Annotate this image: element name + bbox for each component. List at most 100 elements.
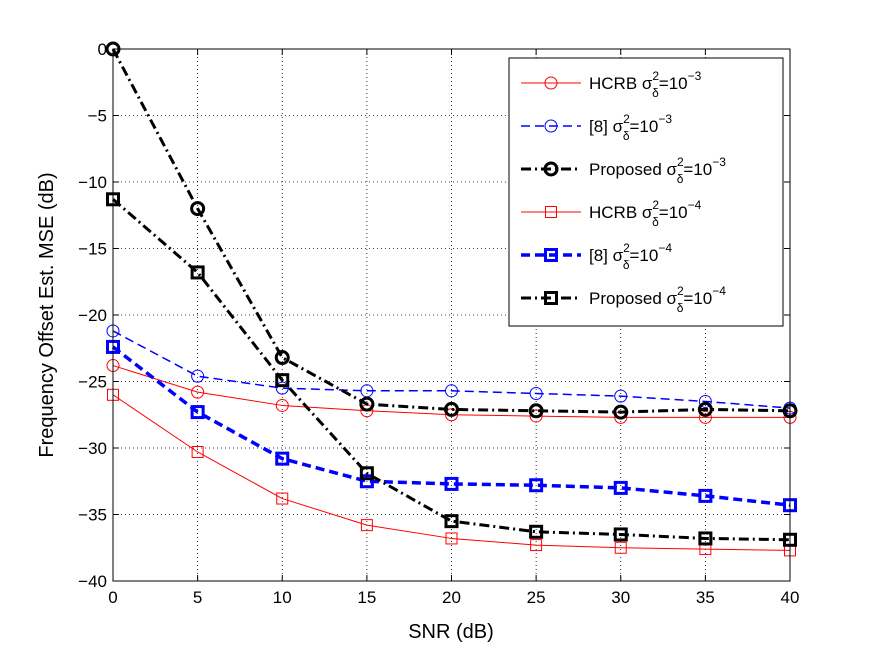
legend-entry: Proposed σ2 δ=10−4: [521, 284, 726, 315]
legend-label: [8] σ2 δ=10−3: [589, 112, 672, 143]
data-point: [359, 396, 375, 412]
data-point: [613, 404, 629, 420]
data-point: [614, 541, 627, 554]
data-point: [614, 389, 628, 403]
data-point: [698, 531, 713, 546]
data-point: [529, 386, 543, 400]
data-point: [191, 445, 204, 458]
y-axis-label: Frequency Offset Est. MSE (dB): [36, 172, 58, 457]
legend-label-part: HCRB σ: [589, 74, 653, 93]
ticks: 0 5 10 15 20 25 30 35 40 0 −5 −10 −15 −20 −25 −30 −35 −40: [78, 40, 799, 607]
series-3: [107, 388, 796, 557]
data-point: [445, 408, 458, 422]
data-point: [274, 350, 290, 366]
data-point: [191, 369, 205, 383]
legend-label-part: Proposed σ: [589, 289, 677, 308]
y-tick-label: −35: [78, 506, 107, 525]
legend-label-part: 2: [623, 112, 630, 126]
legend-label-part: =10: [683, 289, 712, 308]
legend-label-part: =10: [659, 203, 688, 222]
x-tick-label: 5: [193, 588, 202, 607]
data-point: [529, 478, 544, 493]
data-point: [545, 206, 557, 218]
legend-label-part: −4: [688, 198, 702, 212]
legend-label-part: δ: [652, 215, 659, 229]
legend-label-part: −3: [658, 112, 672, 126]
legend-label-part: 2: [652, 69, 659, 83]
data-point: [191, 385, 205, 399]
y-tick-label: 0: [98, 40, 107, 59]
legend-label-part: −3: [688, 69, 702, 83]
legend-label: Proposed σ2 δ=10−3: [589, 155, 726, 186]
legend-label-part: δ: [623, 258, 630, 272]
data-point: [445, 532, 458, 545]
data-point: [698, 410, 712, 424]
data-point: [528, 403, 544, 419]
series-line: [112, 394, 791, 551]
x-tick-label: 35: [696, 588, 715, 607]
data-point: [190, 265, 205, 280]
legend-label-part: δ: [677, 301, 684, 315]
legend-label-part: 2: [652, 198, 659, 212]
legend-label-part: HCRB σ: [589, 203, 653, 222]
data-point: [529, 409, 543, 423]
data-point: [530, 539, 543, 552]
data-point: [275, 373, 290, 388]
legend-label: HCRB σ2 δ=10−3: [589, 69, 702, 100]
legend-entry: [8] σ2 δ=10−4: [521, 241, 672, 272]
data-point: [360, 519, 373, 532]
y-tick-label: −15: [78, 240, 107, 259]
series-line: [112, 330, 791, 409]
data-point: [275, 381, 289, 395]
x-tick-label: 40: [781, 588, 800, 607]
data-point: [445, 384, 458, 398]
data-point: [543, 161, 559, 177]
data-point: [359, 466, 374, 481]
legend-label-part: −3: [712, 155, 726, 169]
x-axis-label: SNR (dB): [408, 621, 494, 643]
data-point: [444, 476, 459, 491]
y-tick-label: −25: [78, 373, 107, 392]
legend-label-part: 2: [677, 155, 684, 169]
data-point: [359, 474, 374, 489]
data-point: [544, 248, 558, 262]
legend-label-part: 2: [677, 284, 684, 298]
y-tick-label: −10: [78, 173, 107, 192]
legend-label-part: =10: [630, 246, 659, 265]
x-tick-label: 20: [442, 588, 461, 607]
legend-label: Proposed σ2 δ=10−4: [589, 284, 726, 315]
data-point: [544, 119, 558, 133]
data-point: [698, 488, 713, 503]
data-point: [444, 401, 459, 417]
data-point: [544, 76, 558, 90]
y-tick-label: −5: [88, 107, 107, 126]
data-point: [544, 291, 558, 305]
data-point: [613, 480, 628, 495]
y-tick-label: −40: [78, 572, 107, 591]
legend-entry: HCRB σ2 δ=10−4: [521, 198, 702, 229]
legend-label-part: −4: [658, 241, 672, 255]
data-point: [529, 524, 544, 539]
legend-label-part: δ: [623, 129, 630, 143]
series-layer: [105, 41, 798, 557]
legend-label-part: Proposed σ: [589, 160, 677, 179]
legend-entry: [8] σ2 δ=10−3: [521, 112, 672, 143]
data-point: [697, 401, 713, 417]
data-point: [275, 451, 290, 466]
legend-box: [508, 57, 784, 327]
data-point: [613, 527, 628, 542]
data-point: [275, 398, 289, 412]
y-tick-label: −30: [78, 439, 107, 458]
data-point: [444, 514, 459, 529]
legend-label-part: =10: [659, 74, 688, 93]
legend-label: HCRB σ2 δ=10−4: [589, 198, 702, 229]
data-point: [190, 405, 205, 420]
x-tick-label: 30: [611, 588, 630, 607]
legend-label-part: [8] σ: [589, 246, 624, 265]
legend-label-part: −4: [712, 284, 726, 298]
legend-label-part: =10: [630, 117, 659, 136]
y-tick-label: −20: [78, 306, 107, 325]
x-tick-label: 15: [357, 588, 376, 607]
data-point: [698, 394, 712, 408]
